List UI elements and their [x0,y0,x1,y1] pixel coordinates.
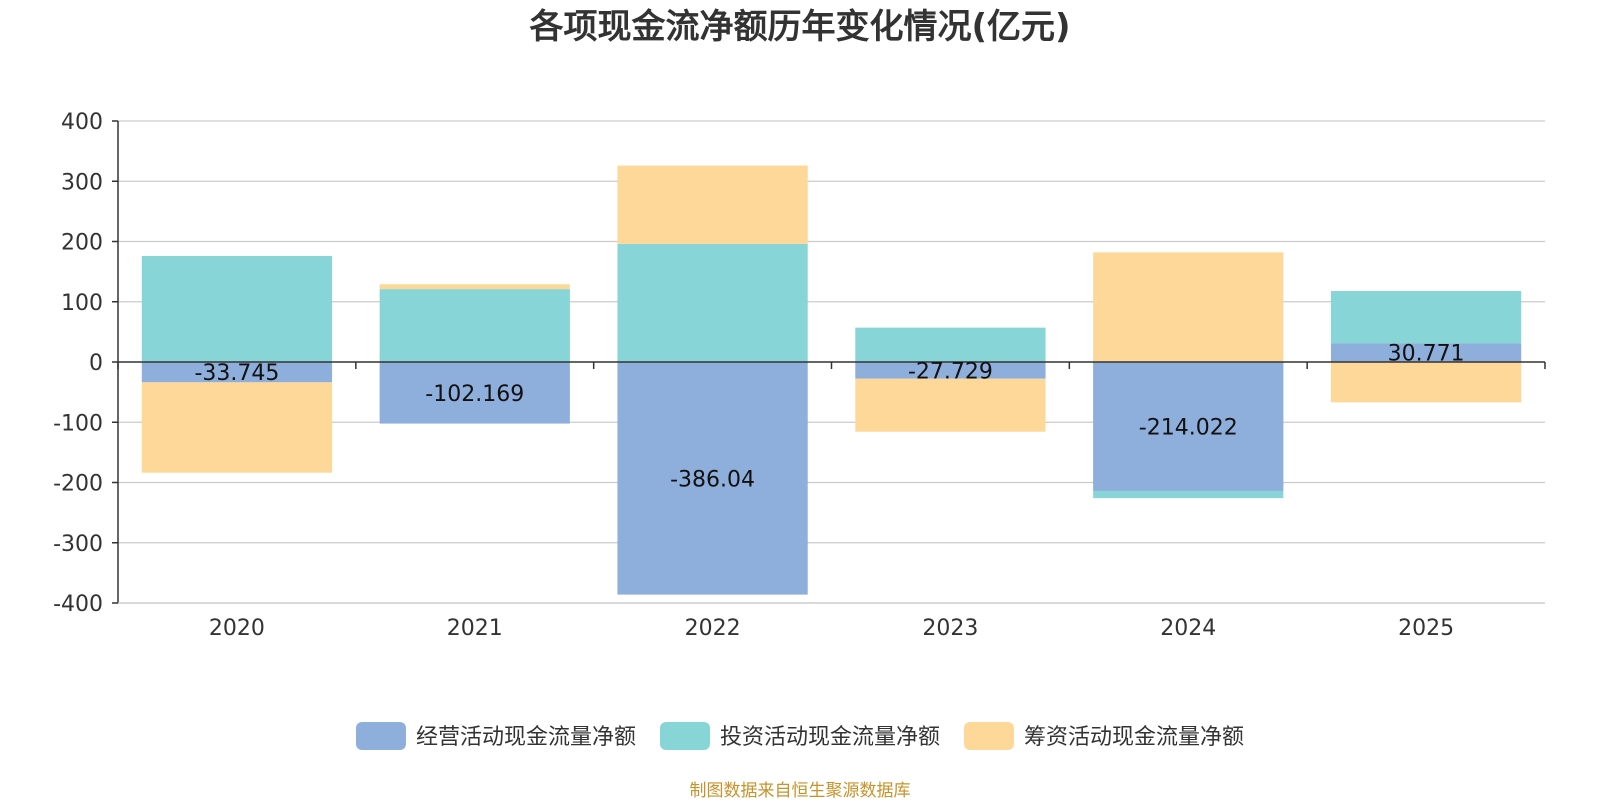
bar-series-1 [617,362,808,595]
bar-series-3 [141,382,333,473]
bar-series-3 [617,165,808,244]
bar-series-2 [855,327,1046,362]
data-label: -386.04 [670,467,755,492]
data-label: 30.771 [1388,342,1465,367]
data-label: -102.169 [425,382,524,407]
legend-swatch [659,722,710,750]
x-tick-label: 2025 [1398,616,1454,641]
y-tick-label: 100 [61,291,103,316]
y-tick-label: -200 [53,472,103,497]
legend-label: 筹资活动现金流量净额 [1024,725,1244,750]
y-tick-label: 0 [89,351,103,376]
legend-label: 经营活动现金流量净额 [416,725,636,750]
axes: -400 -300 -200 -100 0 100 200 300 400 2020 2021 202… [53,110,1546,641]
bar-series-3 [1330,362,1522,403]
x-tick-label: 2024 [1160,616,1216,641]
legend-label: 投资活动现金流量净额 [720,725,940,750]
y-tick-label: 400 [61,110,103,135]
x-tick-label: 2023 [922,616,978,641]
bar-series-1 [379,362,570,424]
bar-series-2 [141,255,333,362]
data-labels: -33.745 -102.169 -386.04 -27.729 -214.022 30.… [194,342,1464,493]
bar-series-2 [617,243,808,362]
x-tick-label: 2020 [209,616,265,641]
legend-item[interactable]: 筹资活动现金流量净额 [964,722,1244,750]
x-tick-label: 2022 [685,616,741,641]
y-tick-label: -300 [53,532,103,557]
legend: 经营活动现金流量净额 投资活动现金流量净额 筹资活动现金流量净额 [355,722,1244,750]
y-tick-label: -100 [53,411,103,436]
y-tick-label: 300 [61,170,103,195]
data-label: -27.729 [908,359,993,384]
bars [141,165,1522,595]
x-tick-label: 2021 [447,616,503,641]
bar-series-3 [379,284,570,290]
legend-swatch [964,722,1015,750]
bar-series-1 [141,362,333,383]
bar-series-2 [379,289,570,362]
data-label: -33.745 [194,361,279,386]
gridlines [118,120,1545,604]
y-tick-label: -400 [53,592,103,617]
legend-item[interactable]: 经营活动现金流量净额 [355,722,636,750]
y-tick-label: 200 [61,231,103,256]
legend-swatch [355,722,406,750]
source-note: 制图数据来自恒生聚源数据库 [690,781,911,800]
bar-series-3 [855,378,1046,432]
bar-series-1 [855,362,1046,379]
bar-series-2 [1330,291,1522,344]
chart-title: 各项现金流净额历年变化情况(亿元) [529,7,1070,47]
legend-item[interactable]: 投资活动现金流量净额 [659,722,940,750]
bar-series-2 [1093,490,1284,499]
data-label: -214.022 [1139,415,1238,440]
bar-series-3 [1093,252,1284,362]
bar-series-1 [1330,343,1522,362]
bar-series-1 [1093,362,1284,491]
